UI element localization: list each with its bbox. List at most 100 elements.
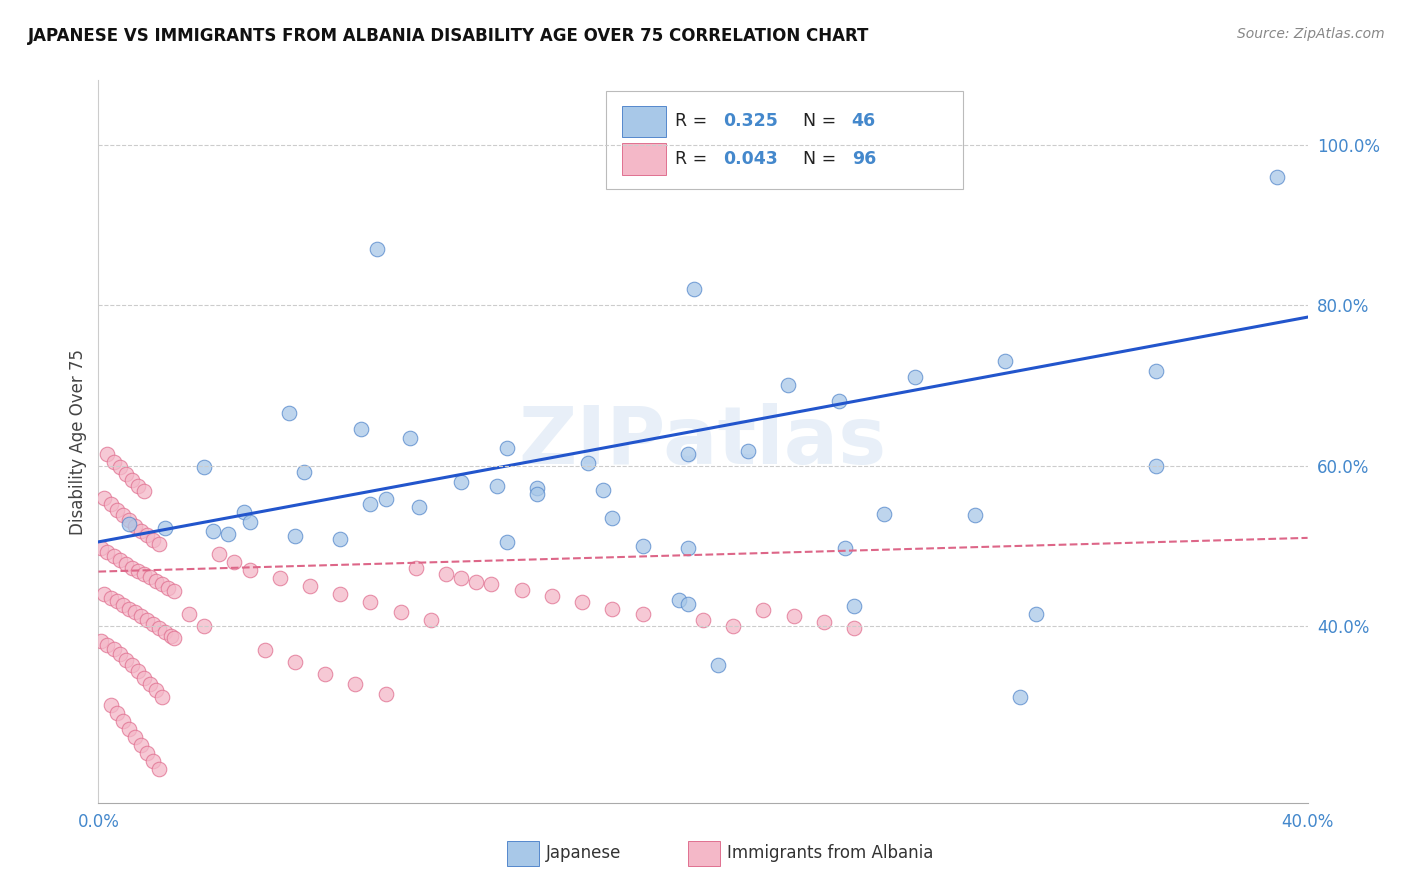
Text: Source: ZipAtlas.com: Source: ZipAtlas.com	[1237, 27, 1385, 41]
Point	[103, 642, 125, 657]
Point	[103, 549, 125, 563]
Point	[163, 632, 186, 646]
Point	[100, 591, 122, 606]
Point	[605, 118, 627, 132]
FancyBboxPatch shape	[606, 91, 963, 189]
Point	[707, 657, 730, 672]
Point	[1144, 458, 1167, 473]
Point	[100, 698, 122, 712]
Point	[127, 564, 149, 578]
Point	[108, 460, 131, 475]
Point	[100, 497, 122, 511]
Point	[486, 479, 509, 493]
Point	[118, 517, 141, 532]
Y-axis label: Disability Age Over 75: Disability Age Over 75	[69, 349, 87, 534]
Point	[374, 687, 396, 701]
Point	[284, 529, 307, 543]
Point	[277, 407, 299, 421]
Point	[783, 608, 806, 623]
Point	[813, 615, 835, 630]
Point	[217, 526, 239, 541]
Point	[118, 601, 141, 615]
Point	[150, 690, 173, 704]
Point	[834, 541, 856, 555]
Point	[683, 282, 706, 296]
Point	[540, 589, 562, 603]
Point	[118, 513, 141, 527]
Point	[576, 456, 599, 470]
Point	[1144, 364, 1167, 378]
Text: 96: 96	[852, 150, 876, 168]
Point	[602, 510, 624, 524]
Point	[374, 492, 396, 507]
Point	[142, 616, 165, 631]
Point	[96, 545, 118, 559]
Point	[148, 537, 170, 551]
Point	[495, 441, 517, 455]
Point	[844, 599, 866, 614]
FancyBboxPatch shape	[621, 143, 665, 175]
Text: 46: 46	[852, 112, 876, 130]
Point	[93, 587, 115, 601]
Point	[366, 242, 388, 256]
Point	[127, 479, 149, 493]
Point	[202, 524, 225, 539]
Text: Japanese: Japanese	[546, 845, 621, 863]
Point	[153, 521, 176, 535]
FancyBboxPatch shape	[508, 841, 538, 865]
Point	[148, 762, 170, 776]
Point	[139, 677, 162, 691]
Point	[135, 613, 157, 627]
Point	[114, 557, 136, 571]
Point	[129, 738, 152, 752]
Point	[692, 613, 714, 627]
Point	[129, 608, 152, 623]
Point	[129, 524, 152, 538]
Point	[1010, 690, 1032, 704]
Point	[114, 467, 136, 481]
Point	[844, 621, 866, 635]
Point	[434, 567, 457, 582]
Point	[114, 653, 136, 667]
Point	[389, 605, 412, 619]
Point	[118, 722, 141, 736]
Point	[105, 594, 128, 608]
Point	[994, 354, 1017, 368]
Point	[132, 567, 155, 582]
Point	[631, 539, 654, 553]
Point	[108, 648, 131, 662]
FancyBboxPatch shape	[689, 841, 720, 865]
Point	[93, 491, 115, 505]
Point	[737, 444, 759, 458]
Point	[193, 619, 215, 633]
Point	[676, 541, 699, 555]
Point	[224, 555, 246, 569]
Point	[253, 643, 276, 657]
Point	[450, 475, 472, 489]
Point	[105, 503, 128, 517]
Point	[292, 465, 315, 479]
Point	[142, 754, 165, 768]
Text: Immigrants from Albania: Immigrants from Albania	[727, 845, 934, 863]
Point	[135, 746, 157, 760]
Point	[239, 515, 262, 529]
Point	[408, 500, 430, 515]
Point	[329, 587, 352, 601]
Point	[602, 601, 624, 615]
Point	[111, 714, 134, 728]
Point	[139, 570, 162, 584]
Point	[510, 583, 533, 598]
Point	[121, 473, 143, 487]
Point	[132, 671, 155, 685]
Point	[135, 528, 157, 542]
Point	[156, 581, 179, 595]
Point	[592, 483, 614, 497]
Point	[239, 563, 262, 577]
Point	[145, 683, 167, 698]
Point	[179, 607, 201, 622]
Point	[676, 597, 699, 611]
Point	[450, 571, 472, 585]
Point	[90, 541, 112, 556]
Point	[124, 605, 146, 619]
Point	[232, 505, 254, 519]
